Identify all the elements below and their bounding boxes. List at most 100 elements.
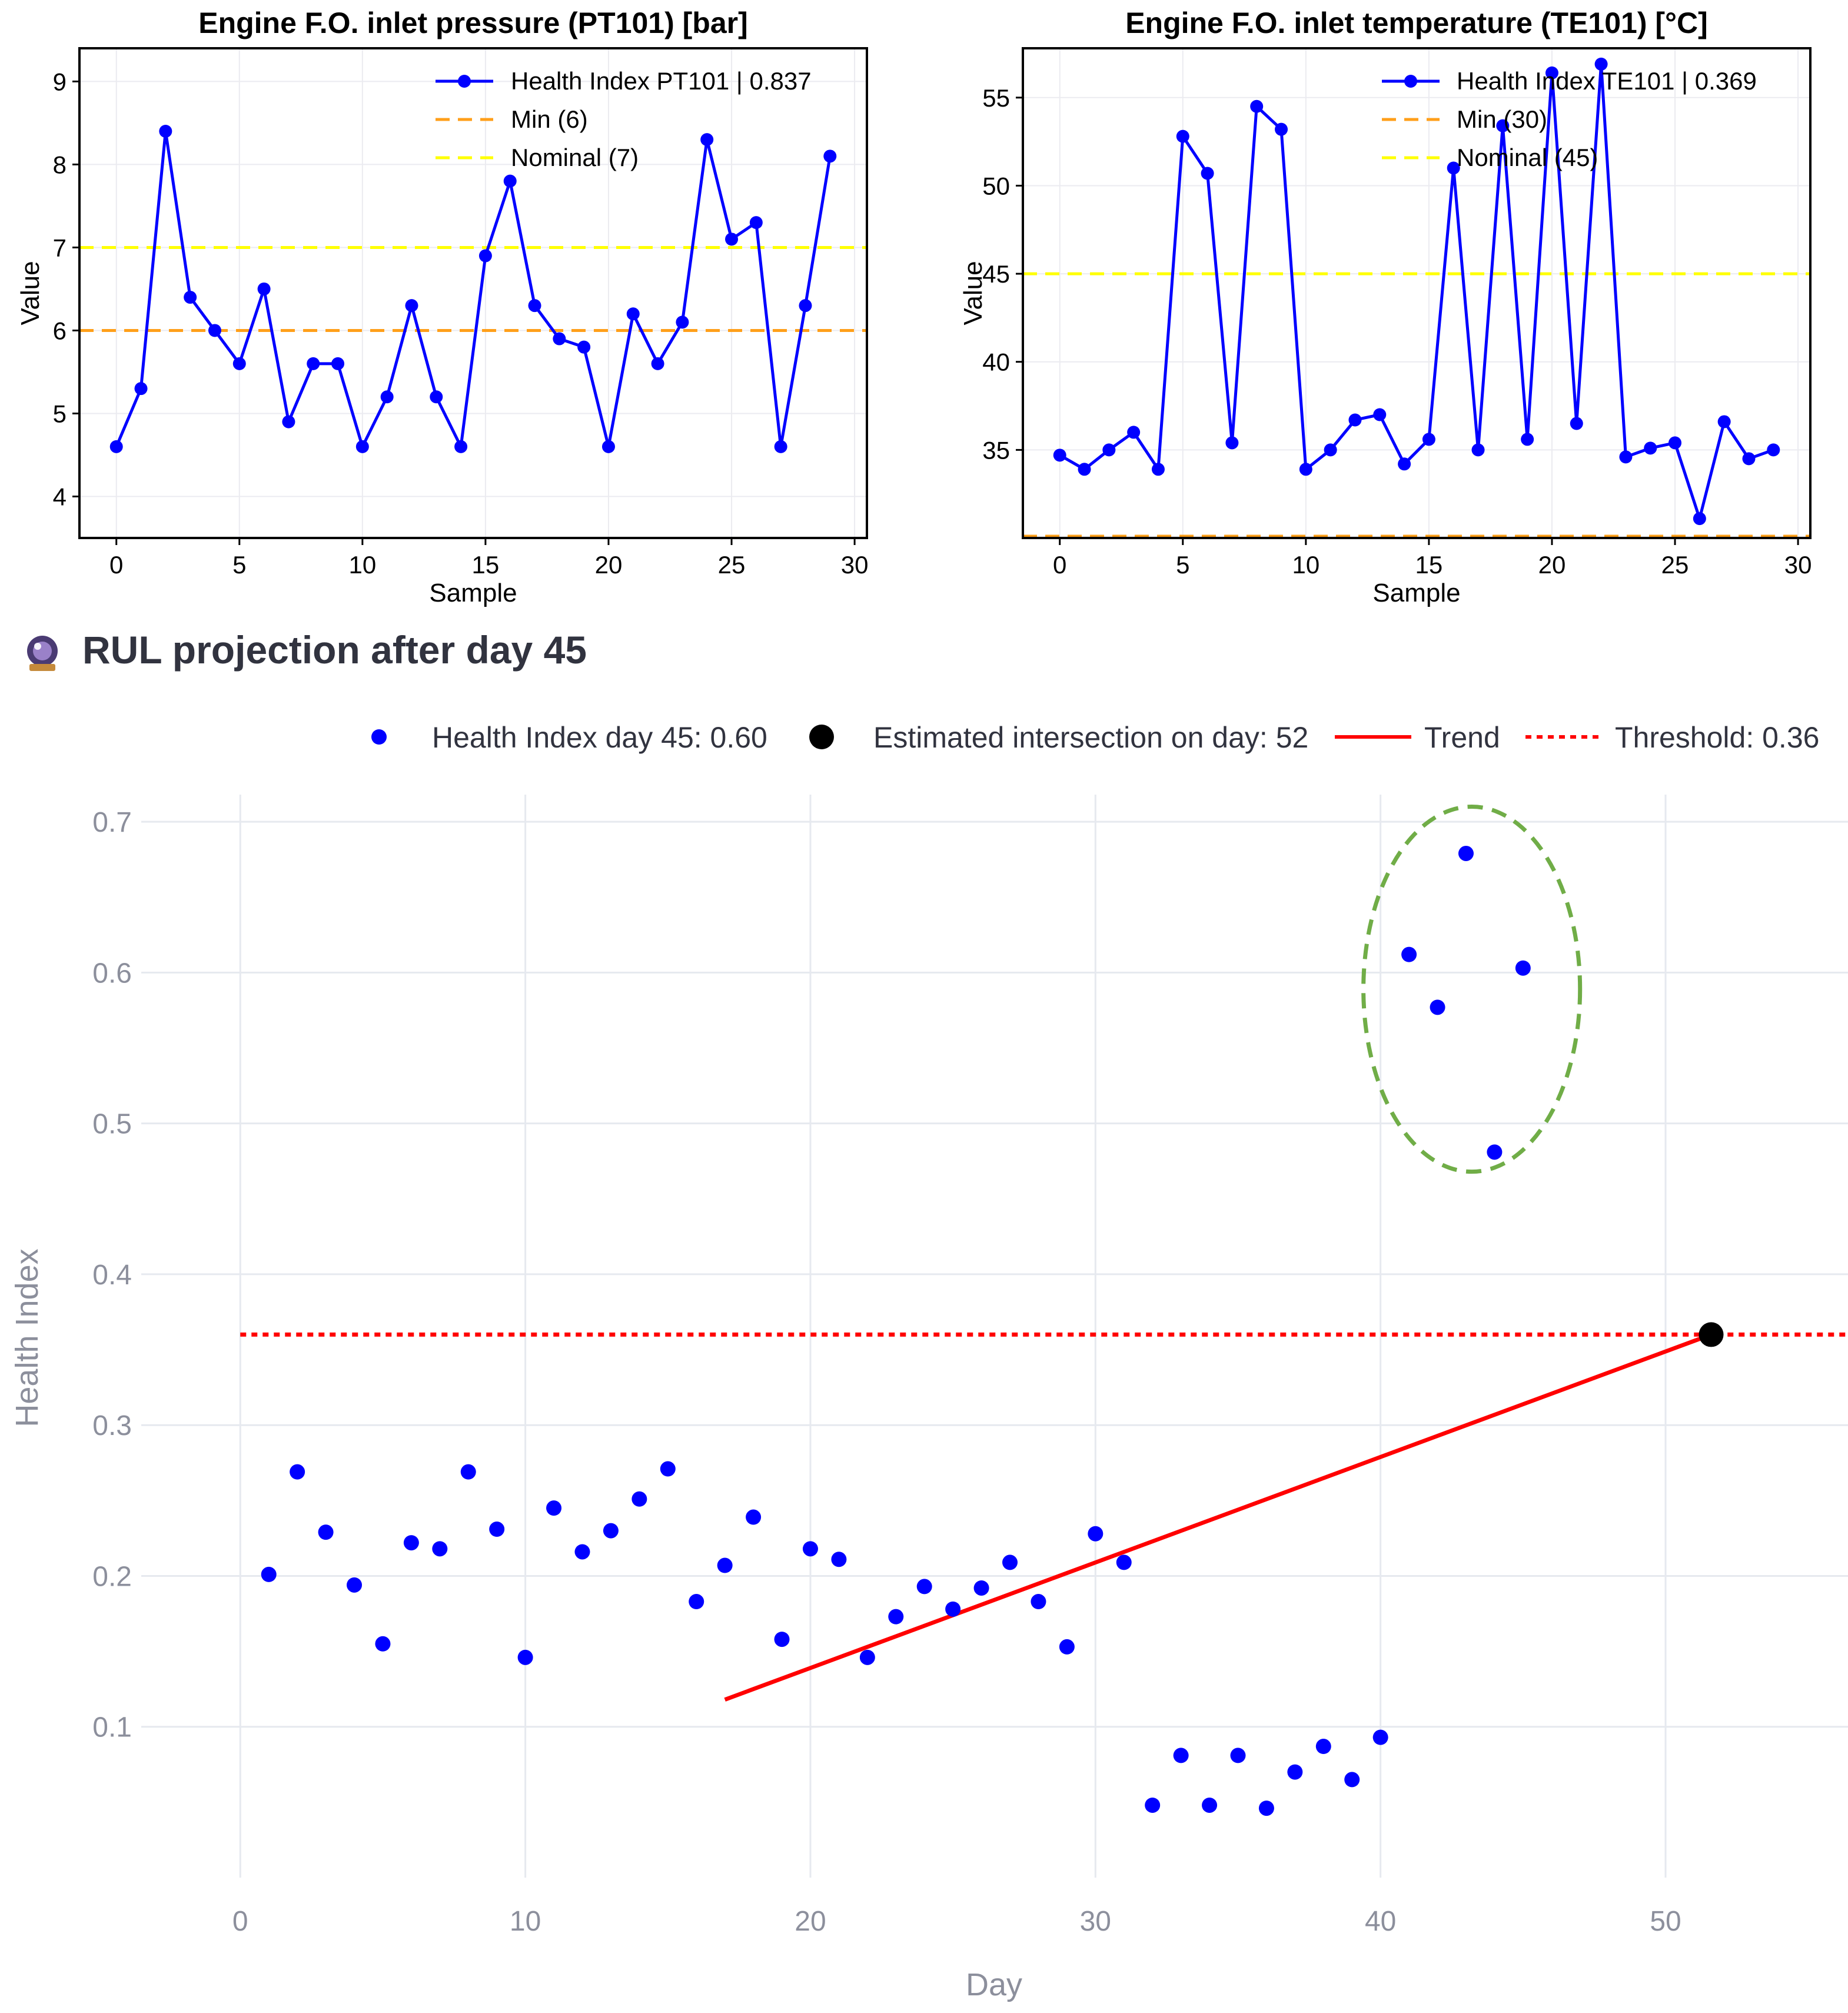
y-tick-label: 50 xyxy=(982,172,1010,200)
data-point xyxy=(454,440,468,453)
pt101-plot-frame xyxy=(78,47,868,539)
y-tick-label: 0.3 xyxy=(92,1410,132,1441)
health-index-point xyxy=(1430,999,1445,1015)
pt101-chart-title: Engine F.O. inlet pressure (PT101) [bar] xyxy=(198,6,748,39)
data-point xyxy=(307,357,320,370)
data-point xyxy=(1668,436,1682,450)
data-point xyxy=(700,133,714,147)
x-tick-label: 25 xyxy=(1661,551,1689,579)
y-tick-label: 0.5 xyxy=(92,1109,132,1140)
pt101-reference-lines xyxy=(79,245,867,332)
data-point xyxy=(553,332,566,346)
health-index-point xyxy=(1145,1797,1161,1813)
rul-y-axis-label: Health Index xyxy=(9,1248,45,1427)
pt101-y-axis-label: Value xyxy=(16,261,45,325)
pt101-series xyxy=(109,125,837,453)
y-tick-label: 45 xyxy=(982,260,1010,288)
data-point xyxy=(1201,167,1214,180)
health-index-point xyxy=(1202,1797,1218,1813)
rul-projection-chart: RUL projection after day 45 0 10 20 30 40 500… xyxy=(9,628,1848,2002)
x-tick-label: 15 xyxy=(1415,551,1443,579)
data-point xyxy=(1373,408,1387,421)
data-point xyxy=(651,357,664,370)
y-tick-label: 9 xyxy=(53,68,67,95)
data-point xyxy=(331,357,345,370)
trend-line xyxy=(724,1333,1712,1702)
data-point xyxy=(1717,415,1731,428)
data-point xyxy=(405,299,418,313)
data-point xyxy=(282,415,295,428)
data-point xyxy=(355,440,369,453)
data-point xyxy=(257,282,271,295)
data-point xyxy=(1742,452,1756,466)
data-point xyxy=(601,440,615,453)
te101-legend: Health Index TE101 | 0.369 Min (30) Nomi… xyxy=(1382,67,1757,171)
data-point xyxy=(1151,463,1165,476)
y-tick-label: 8 xyxy=(53,151,67,178)
health-index-point xyxy=(460,1464,476,1480)
x-tick-label: 0 xyxy=(232,1906,248,1937)
pt101-legend-nominal-label: Nominal (7) xyxy=(511,144,639,171)
x-tick-label: 10 xyxy=(1292,551,1319,579)
data-point xyxy=(1127,426,1141,439)
health-index-point xyxy=(1287,1764,1303,1780)
x-tick-label: 10 xyxy=(348,551,376,579)
y-tick-label: 0.6 xyxy=(92,958,132,989)
data-point xyxy=(1521,433,1534,446)
x-tick-label: 5 xyxy=(1176,551,1189,579)
te101-grid xyxy=(1023,48,1810,538)
y-tick-label: 55 xyxy=(982,84,1010,112)
pt101-chart: 0 5 10 15 20 25 30 4 5 6 7 8 9 Engine F.O. inlet pre… xyxy=(16,6,868,607)
te101-ticks: 0 5 10 15 20 25 30 35 40 45 50 55 xyxy=(982,84,1812,579)
rul-series xyxy=(240,805,1848,1816)
data-point xyxy=(1348,413,1362,427)
health-index-point xyxy=(1116,1554,1132,1570)
te101-x-axis-label: Sample xyxy=(1372,579,1460,607)
x-tick-label: 0 xyxy=(109,551,123,579)
health-index-point xyxy=(1088,1526,1104,1542)
x-tick-label: 30 xyxy=(1080,1906,1111,1937)
y-tick-label: 40 xyxy=(982,348,1010,376)
health-index-point xyxy=(1059,1639,1075,1655)
data-point xyxy=(1053,449,1066,462)
data-point xyxy=(430,390,443,404)
y-tick-label: 6 xyxy=(53,317,67,344)
data-point xyxy=(1299,463,1312,476)
y-tick-label: 5 xyxy=(53,400,67,427)
data-point xyxy=(478,249,492,263)
te101-legend-min-label: Min (30) xyxy=(1457,105,1547,133)
pt101-legend-min-label: Min (6) xyxy=(511,105,588,133)
health-index-point xyxy=(631,1491,647,1507)
pt101-ticks: 0 5 10 15 20 25 30 4 5 6 7 8 9 xyxy=(53,68,869,579)
health-index-point xyxy=(1515,960,1531,976)
y-tick-label: 7 xyxy=(53,234,67,261)
x-tick-label: 30 xyxy=(1784,551,1812,579)
data-point xyxy=(749,216,763,230)
health-index-point xyxy=(888,1609,904,1625)
rul-legend-intersection-marker xyxy=(809,725,834,749)
y-tick-label: 0.1 xyxy=(92,1712,132,1743)
data-point xyxy=(823,150,837,163)
data-point xyxy=(208,324,221,337)
te101-legend-marker xyxy=(1404,75,1417,88)
data-point xyxy=(1398,457,1411,471)
health-index-point xyxy=(945,1601,961,1617)
data-point xyxy=(1176,129,1189,143)
te101-legend-nominal-label: Nominal (45) xyxy=(1457,144,1598,171)
data-point xyxy=(1570,417,1583,430)
data-point xyxy=(725,232,739,246)
health-index-point xyxy=(1344,1772,1360,1788)
te101-legend-series-label: Health Index TE101 | 0.369 xyxy=(1457,67,1757,95)
intersection-point xyxy=(1699,1322,1724,1347)
rul-section-title: RUL projection after day 45 xyxy=(82,628,587,672)
health-index-point xyxy=(261,1566,277,1582)
rul-x-axis-label: Day xyxy=(966,1967,1022,2002)
health-index-point xyxy=(746,1509,762,1525)
data-point xyxy=(577,340,591,354)
health-index-point xyxy=(347,1577,363,1593)
te101-reference-lines xyxy=(1023,272,1810,538)
y-tick-label: 0.7 xyxy=(92,807,132,838)
data-point xyxy=(676,315,689,329)
data-point xyxy=(232,357,246,370)
